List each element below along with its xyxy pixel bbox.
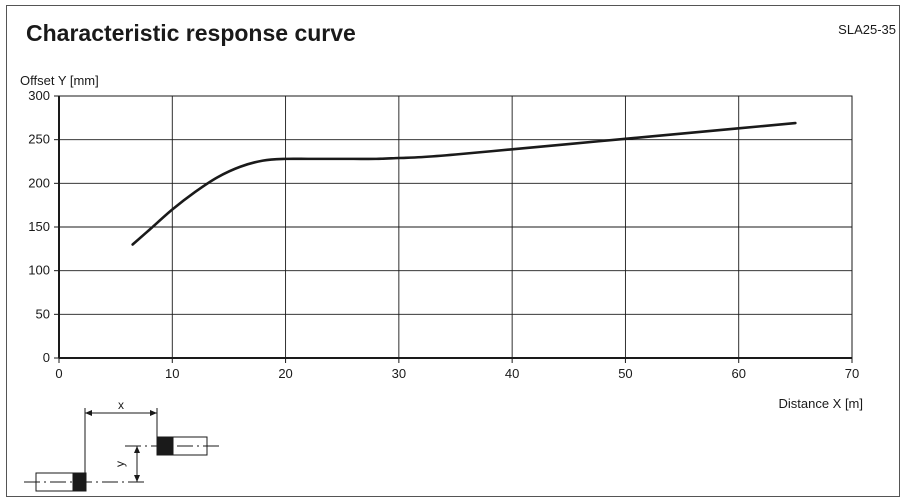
tick-labels: 0 10 20 30 40 50 60 70 0 50 100 150 200 250 300 (28, 88, 859, 381)
x-tick-label: 50 (618, 366, 632, 381)
x-tick-label: 10 (165, 366, 179, 381)
y-axis-label: Offset Y [mm] (20, 73, 99, 88)
y-tick-label: 0 (43, 350, 50, 365)
y-dimension-label: y (113, 461, 127, 467)
y-arrow-bottom (134, 475, 140, 482)
x-arrow-left (85, 410, 92, 416)
y-tick-label: 100 (28, 263, 50, 278)
x-tick-label: 40 (505, 366, 519, 381)
x-tick-label: 30 (392, 366, 406, 381)
x-tick-label: 0 (55, 366, 62, 381)
y-tick-label: 200 (28, 175, 50, 190)
grid-lines (58, 95, 853, 359)
response-curve (131, 121, 797, 246)
chart-title: Characteristic response curve (26, 20, 356, 46)
y-arrow-top (134, 446, 140, 453)
y-tick-label: 300 (28, 88, 50, 103)
axes (54, 95, 853, 363)
chart-frame (6, 5, 900, 497)
x-axis-label: Distance X [m] (778, 396, 863, 411)
series-group (131, 121, 797, 246)
x-tick-label: 70 (845, 366, 859, 381)
model-label: SLA25-35 (838, 22, 896, 37)
y-tick-label: 250 (28, 132, 50, 147)
alignment-diagram (24, 408, 222, 492)
x-tick-label: 20 (278, 366, 292, 381)
y-tick-label: 150 (28, 219, 50, 234)
y-tick-label: 50 (36, 306, 50, 321)
x-tick-label: 60 (731, 366, 745, 381)
x-arrow-right (150, 410, 157, 416)
x-dimension-label: x (118, 398, 124, 412)
